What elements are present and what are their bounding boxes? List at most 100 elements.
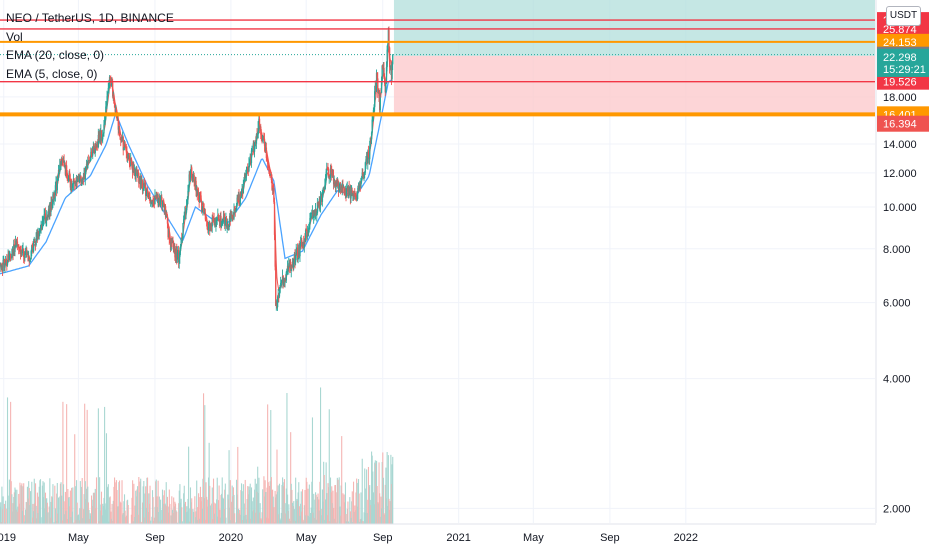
candle-body (158, 201, 160, 206)
volume-bar (376, 486, 378, 535)
price-axis-background[interactable] (876, 0, 932, 550)
volume-bar (306, 481, 308, 535)
candle-body (53, 192, 55, 201)
candle-body (119, 136, 121, 140)
candle-body (372, 115, 374, 120)
candle-body (146, 189, 148, 195)
candle-body (197, 191, 200, 200)
candle-body (215, 220, 218, 221)
candle-body (325, 171, 327, 181)
volume-bar (249, 483, 251, 535)
volume-bar (253, 509, 255, 535)
volume-bar (15, 509, 17, 535)
volume-bar (334, 484, 337, 535)
volume-bar (296, 498, 298, 535)
volume-bar (102, 503, 104, 535)
volume-bar (201, 508, 203, 535)
candle-body (222, 216, 225, 222)
volume-bar (148, 493, 150, 535)
volume-bar (244, 503, 246, 535)
candle-body (188, 174, 190, 186)
volume-bar (100, 491, 103, 535)
candle-body (187, 185, 190, 191)
candle-body (104, 118, 106, 121)
volume-bar (284, 503, 286, 535)
volume-bar (155, 479, 157, 535)
price-tag-2-box (877, 60, 929, 77)
volume-bar (168, 506, 170, 535)
volume-bar (322, 501, 324, 535)
volume-bar (63, 501, 65, 535)
volume-bar (385, 467, 387, 535)
candle-body (200, 195, 202, 203)
candle-body (218, 219, 220, 222)
volume-bar (69, 490, 71, 535)
horizontal-levels[interactable] (0, 19, 875, 117)
volume-bar (256, 491, 258, 535)
volume-bar (239, 509, 241, 535)
volume-bar (343, 494, 345, 535)
price-tags: 27.12625.87424.15319.52616.40122.55322.2… (877, 12, 929, 132)
volume-bar (390, 454, 392, 535)
volume-bar (257, 466, 259, 535)
candle-body (145, 194, 147, 196)
volume-bar (321, 508, 323, 535)
currency-badge[interactable]: USDT (886, 6, 921, 26)
position-profit-zone[interactable] (393, 0, 875, 56)
candle-body (90, 151, 93, 154)
volume-bar (114, 477, 116, 535)
candle-body (220, 224, 223, 227)
volume-bar (328, 409, 330, 535)
candle-body (202, 206, 205, 210)
candle-body (364, 172, 366, 174)
volume-bar (67, 498, 70, 535)
candle-body (80, 178, 83, 184)
volume-bar (95, 477, 98, 535)
volume-bar (16, 511, 19, 535)
candle-body (308, 227, 310, 234)
volume-bar (373, 504, 375, 535)
candle-body (313, 213, 315, 218)
candle-body (223, 216, 225, 218)
volume-bar (192, 509, 194, 535)
candle-body (221, 222, 223, 225)
candle-body (253, 142, 256, 152)
position-loss-zone[interactable] (393, 55, 875, 115)
volume-bar (266, 487, 268, 535)
volume-bar (342, 493, 344, 535)
volume-bar (291, 502, 294, 535)
candle-body (246, 167, 248, 171)
volume-bar (35, 505, 37, 535)
volume-bar (34, 483, 37, 535)
volume-bar (158, 496, 160, 535)
volume-bar (224, 489, 226, 535)
volume-bar (43, 497, 45, 535)
volume-bar (374, 462, 376, 535)
volume-bar (272, 496, 274, 535)
volume-bar (29, 491, 32, 535)
candle-body (350, 190, 352, 199)
volume-bar (237, 446, 239, 535)
volume-bar (195, 511, 197, 535)
time-axis-background[interactable] (0, 524, 876, 550)
volume-bar (99, 510, 101, 535)
candle-body (163, 200, 165, 204)
volume-bar (158, 511, 160, 535)
position-box[interactable] (393, 0, 875, 115)
volume-bar (183, 485, 185, 535)
volume-bar (59, 496, 61, 535)
candle-body (305, 230, 307, 231)
volume-bar (67, 489, 69, 535)
volume-bar (200, 501, 202, 535)
candle-body (60, 161, 62, 166)
volume-bar (382, 452, 384, 535)
volume-bar (246, 499, 248, 535)
candle-body (42, 219, 44, 222)
volume-bar (277, 491, 279, 535)
candle-body (271, 180, 273, 190)
candle-body (113, 102, 116, 108)
volume-bar (134, 505, 136, 535)
